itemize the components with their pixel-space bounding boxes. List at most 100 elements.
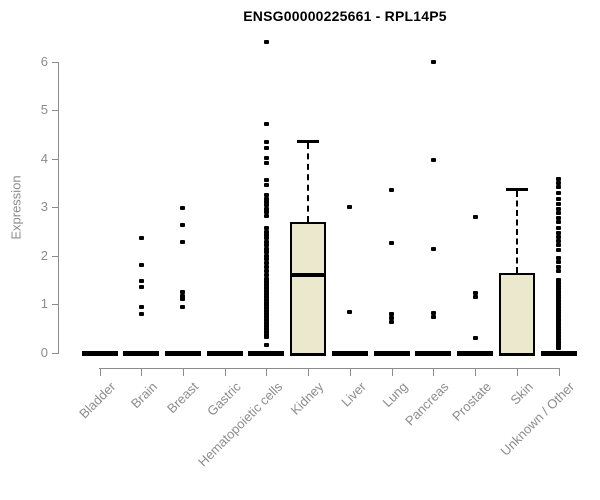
outlier-point [263,260,269,265]
outlier-point [556,185,562,190]
zero-value-bar [331,351,368,356]
outlier-point [556,334,562,338]
outlier-point [556,259,562,264]
outlier-point [556,343,562,348]
x-axis-tick [182,369,184,376]
outlier-point [263,280,269,285]
outlier-point [138,279,144,284]
outlier-point [472,335,478,340]
outlier-point [263,329,269,334]
outlier-point [138,312,144,317]
outlier-point [556,325,562,330]
outlier-point [263,139,269,144]
outlier-point [556,313,562,318]
outlier-point [180,205,186,210]
x-axis-category-label: Gastric [203,379,244,419]
outlier-point [556,339,562,344]
x-axis-tick [266,369,268,376]
outlier-point [263,283,269,288]
outlier-point [263,306,269,311]
outlier-point [556,287,562,292]
zero-value-bar [123,351,160,356]
outlier-point [556,255,562,260]
x-axis-tick [99,369,101,376]
outlier-point [556,301,562,306]
outlier-point [556,234,562,239]
outlier-point [556,346,562,351]
outlier-point [263,264,269,269]
outlier-point [263,297,269,302]
outlier-point [263,335,269,340]
y-axis-tick [52,353,58,354]
outlier-point [263,192,269,197]
outlier-point [556,243,562,248]
outlier-point [263,233,269,238]
outlier-point [263,250,269,255]
outlier-point [263,225,269,230]
outlier-point [138,304,144,309]
outlier-point [263,203,269,208]
outlier-point [430,157,436,162]
outlier-point [556,239,562,244]
outlier-point [347,205,353,210]
zero-value-bar [415,351,452,356]
x-axis-line [98,368,560,369]
outlier-point [556,319,562,324]
outlier-point [180,289,186,294]
upper-whisker [307,142,310,223]
outlier-point [556,248,562,253]
outlier-point [263,315,269,320]
outlier-point [556,290,562,295]
outlier-point [180,297,186,302]
outlier-point [556,219,562,224]
outlier-point [180,239,186,244]
outlier-point [263,236,269,241]
outlier-point [556,304,562,309]
x-axis-category-label: Lung [379,379,411,411]
outlier-point [556,177,562,182]
outlier-point [347,309,353,314]
outlier-point [263,243,269,248]
outlier-point [430,315,436,320]
zero-value-bar [206,351,243,356]
y-axis-tick [52,61,58,63]
outlier-point [263,320,269,325]
outlier-point [389,316,395,321]
outlier-point [556,322,562,327]
x-axis-category-label: Bladder [75,379,119,422]
outlier-point [556,211,562,216]
zero-value-bar [457,351,494,356]
x-axis-tick [141,369,143,376]
outlier-point [556,190,562,195]
outlier-point [263,206,269,211]
outlier-point [556,264,562,269]
outlier-point [263,200,269,205]
outlier-point [556,281,562,286]
y-axis-tick-label: 2 [40,247,48,263]
x-axis-category-label: Skin [506,379,536,408]
outlier-point [556,316,562,321]
outlier-point [556,230,562,235]
outlier-point [263,183,269,188]
outlier-point [263,291,269,296]
outlier-point [556,225,562,230]
box [290,222,327,355]
x-axis-tick [391,369,393,376]
y-axis-tick-label: 0 [40,345,48,360]
outlier-point [556,328,562,333]
outlier-point [180,304,186,309]
outlier-point [263,312,269,317]
y-axis-tick [52,207,58,209]
x-axis-tick [349,369,351,376]
box [498,272,535,355]
outlier-point [472,290,478,295]
x-axis-tick [433,369,435,376]
x-axis-tick [475,369,477,376]
outlier-point [263,155,269,160]
outlier-point [263,288,269,293]
y-axis-tick [52,255,58,257]
outlier-point [556,336,562,341]
outlier-point [138,284,144,289]
outlier-point [556,331,562,336]
y-axis-tick-label: 4 [40,150,48,166]
